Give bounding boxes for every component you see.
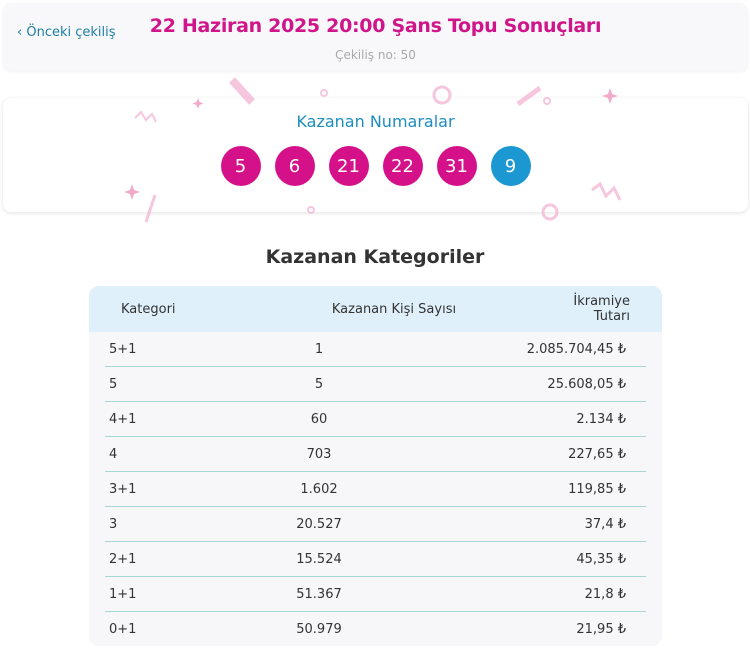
- draw-number: Çekiliş no: 50: [335, 48, 416, 62]
- category-cell: 3: [109, 516, 118, 532]
- prize-amount-cell: 25.608,05 ₺: [547, 376, 626, 392]
- prize-amount-cell: 2.134 ₺: [576, 411, 626, 427]
- category-cell: 5+1: [109, 341, 137, 357]
- table-row: 4 703 227,65 ₺: [105, 437, 646, 472]
- bonus-ball: 9: [490, 146, 531, 186]
- category-cell: 2+1: [109, 551, 137, 567]
- column-header: İkramiye Tutarı: [573, 294, 630, 324]
- number-ball: 22: [382, 146, 423, 186]
- number-ball: 21: [328, 146, 369, 186]
- category-cell: 0+1: [109, 621, 137, 637]
- winning-numbers-title: Kazanan Numaralar: [296, 112, 455, 131]
- column-header: Kategori: [121, 301, 176, 317]
- table-row: 2+1 15.524 45,35 ₺: [105, 542, 646, 577]
- winner-count-cell: 50.979: [296, 621, 342, 637]
- table-row: 3 20.527 37,4 ₺: [105, 507, 646, 542]
- prize-amount-cell: 45,35 ₺: [576, 551, 626, 567]
- winner-count-cell: 5: [314, 376, 324, 392]
- previous-draw-link[interactable]: ‹ Önceki çekiliş: [17, 25, 116, 40]
- winning-numbers-card: Kazanan Numaralar 5 6 21 22 31 9: [3, 98, 748, 212]
- number-ball: 6: [274, 146, 315, 186]
- category-cell: 5: [109, 376, 118, 392]
- winner-count-cell: 51.367: [296, 586, 342, 602]
- table-row: 3+1 1.602 119,85 ₺: [105, 472, 646, 507]
- winner-count-cell: 15.524: [296, 551, 342, 567]
- prize-amount-cell: 21,8 ₺: [584, 586, 626, 602]
- table-row: 5+1 1 2.085.704,45 ₺: [105, 332, 646, 367]
- number-ball: 5: [220, 146, 261, 186]
- prize-amount-cell: 37,4 ₺: [584, 516, 626, 532]
- categories-table: Kategori Kazanan Kişi Sayısı İkramiye Tu…: [89, 286, 662, 646]
- table-row: 0+1 50.979 21,95 ₺: [105, 612, 646, 646]
- table-row: 5 5 25.608,05 ₺: [105, 367, 646, 402]
- column-header: Kazanan Kişi Sayısı: [331, 301, 457, 317]
- chevron-left-icon: ‹: [17, 25, 27, 40]
- prize-amount-cell: 227,65 ₺: [568, 446, 626, 462]
- table-row: 1+1 51.367 21,8 ₺: [105, 577, 646, 612]
- prize-amount-cell: 119,85 ₺: [568, 481, 626, 497]
- category-cell: 1+1: [109, 586, 137, 602]
- categories-title: Kazanan Kategoriler: [265, 246, 485, 268]
- category-cell: 3+1: [109, 481, 137, 497]
- winner-count-cell: 1.602: [300, 481, 338, 497]
- winner-count-cell: 60: [310, 411, 328, 427]
- prize-amount-cell: 21,95 ₺: [576, 621, 626, 637]
- table-header: Kategori Kazanan Kişi Sayısı İkramiye Tu…: [89, 286, 662, 332]
- prize-amount-cell: 2.085.704,45 ₺: [526, 341, 626, 357]
- number-ball: 31: [436, 146, 477, 186]
- winner-count-cell: 20.527: [296, 516, 342, 532]
- winner-count-cell: 1: [314, 341, 324, 357]
- page-title: 22 Haziran 2025 20:00 Şans Topu Sonuçlar…: [149, 15, 602, 37]
- category-cell: 4+1: [109, 411, 137, 427]
- number-balls: 5 6 21 22 31 9: [3, 146, 748, 186]
- winner-count-cell: 703: [306, 446, 332, 462]
- table-row: 4+1 60 2.134 ₺: [105, 402, 646, 437]
- category-cell: 4: [109, 446, 118, 462]
- header-card: ‹ Önceki çekiliş 22 Haziran 2025 20:00 Ş…: [3, 3, 748, 71]
